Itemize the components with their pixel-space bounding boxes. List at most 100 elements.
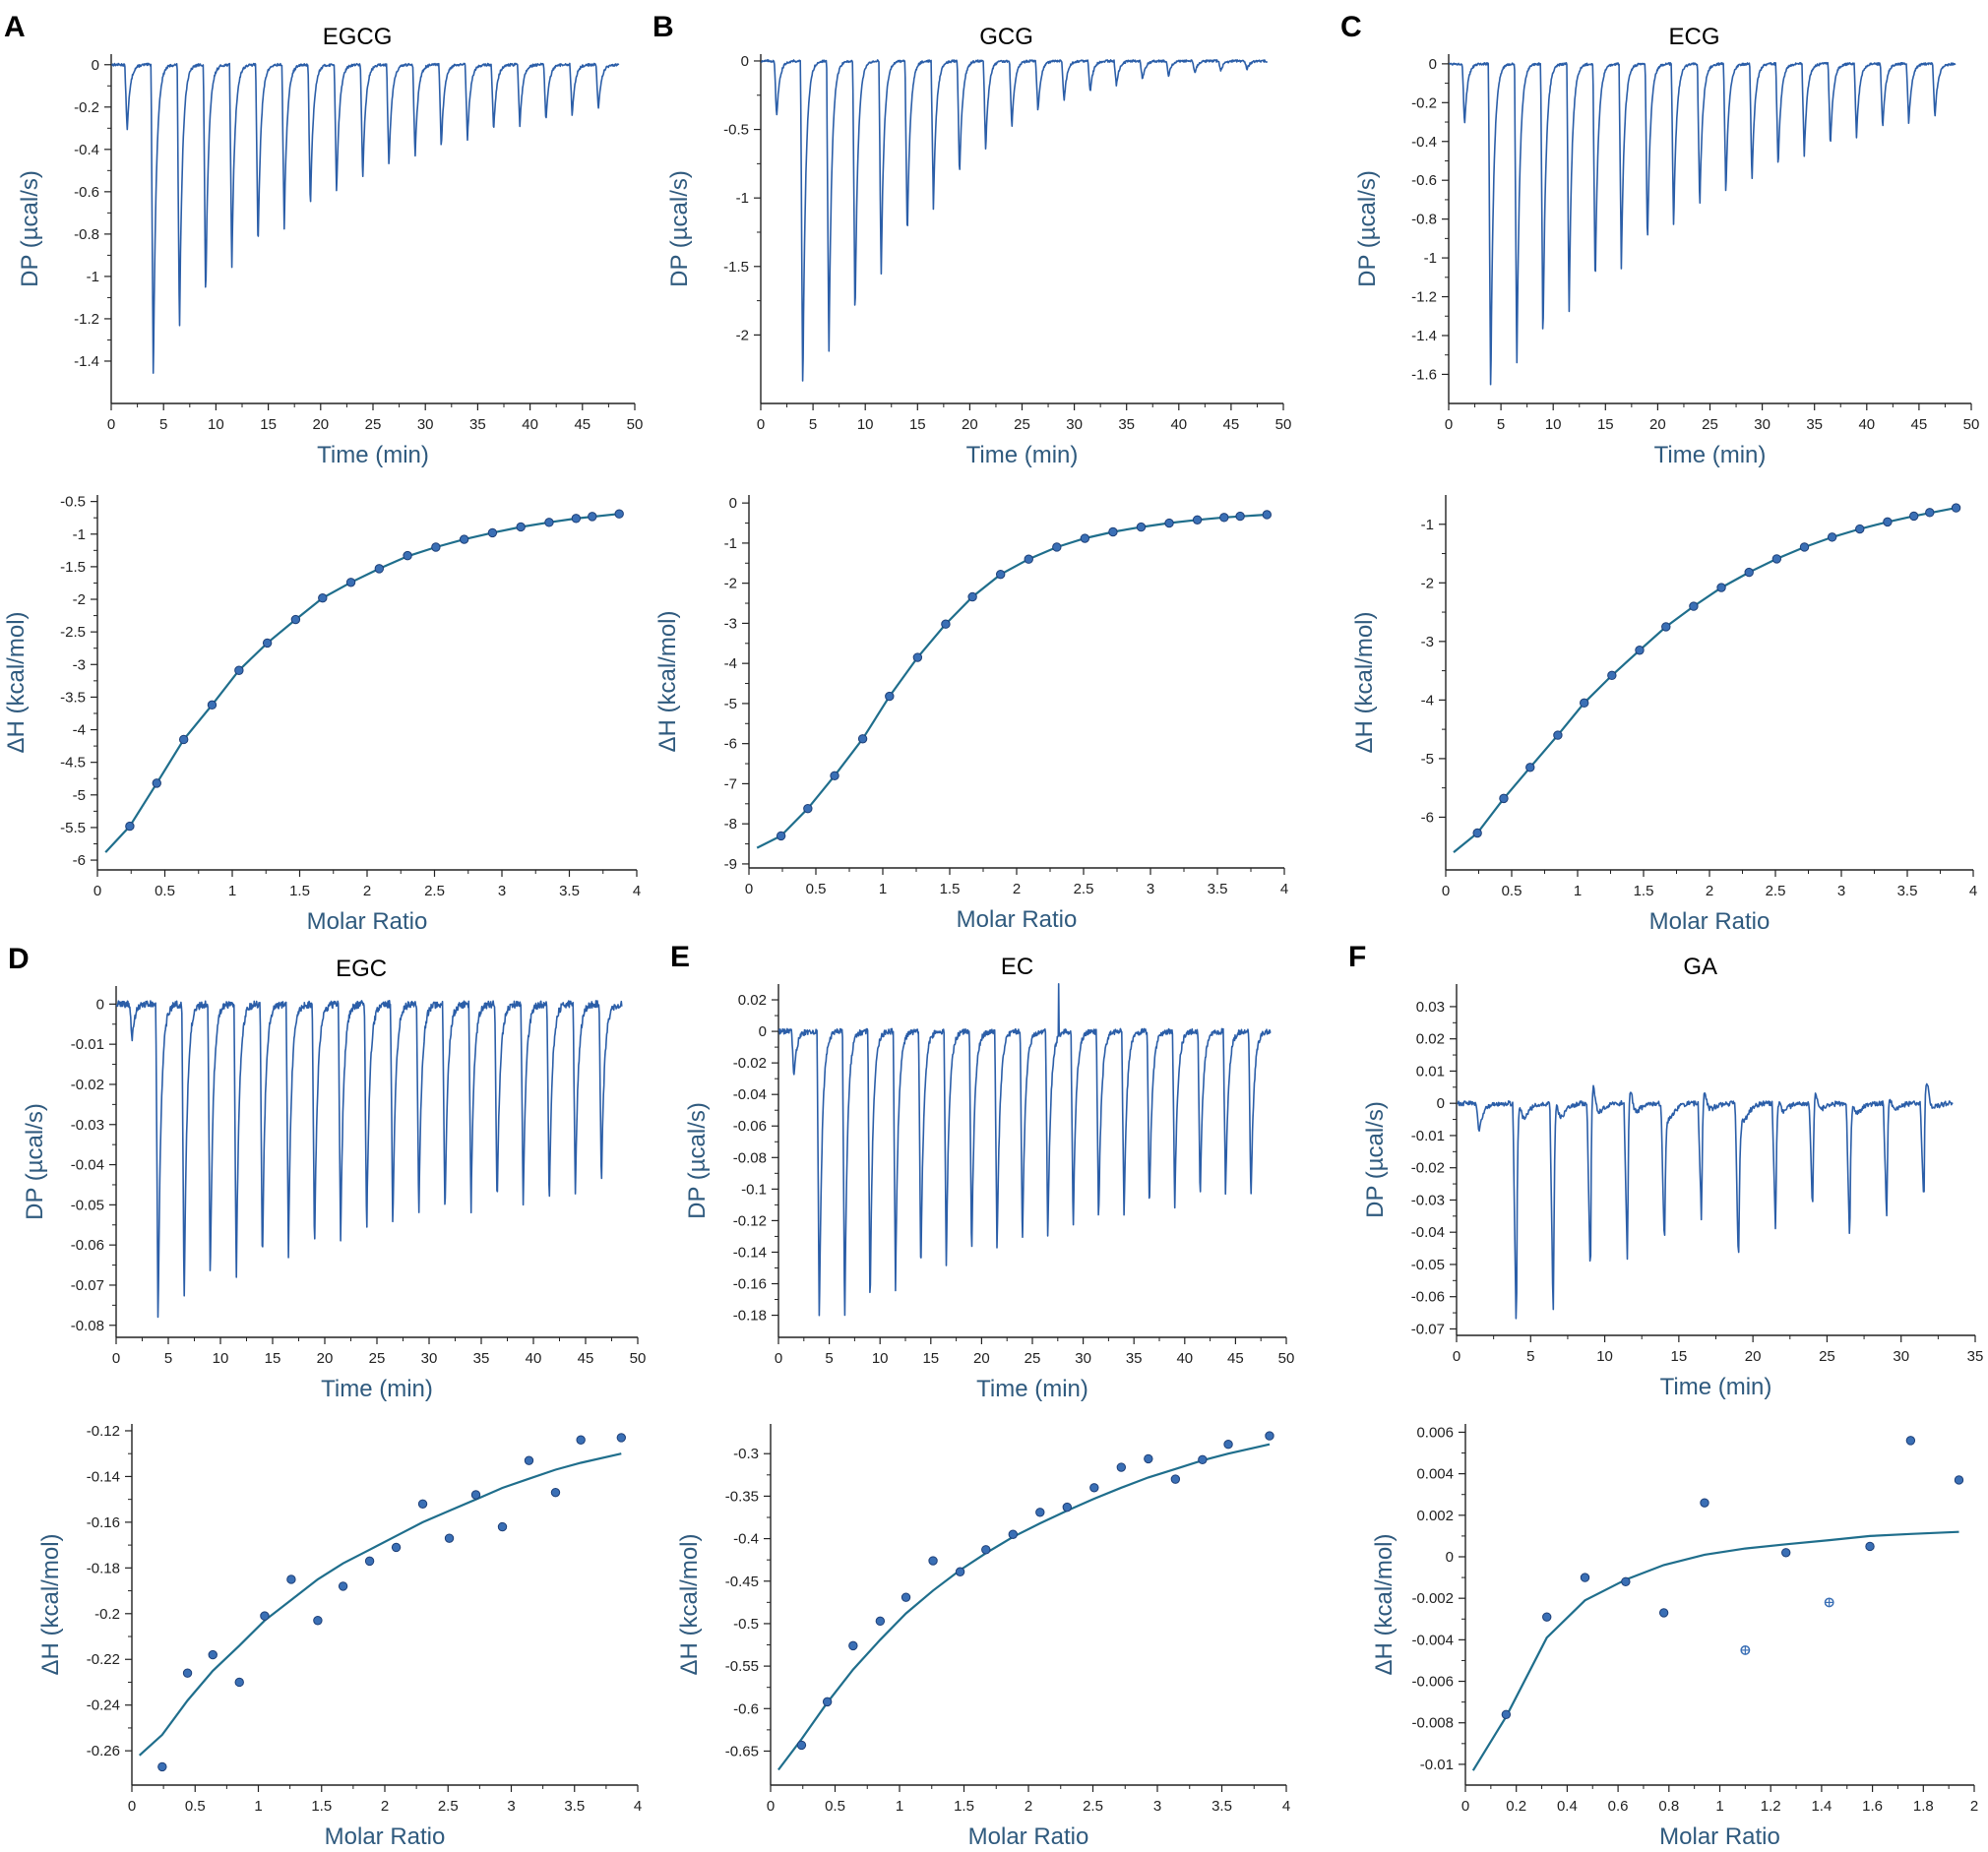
y-tick-label: -0.14 (733, 1244, 767, 1261)
x-tick-label: 0 (775, 1350, 782, 1367)
x-tick-label: 20 (962, 416, 978, 433)
x-tick-label: 3 (1837, 883, 1845, 899)
y-tick-label: -0.2 (74, 99, 99, 116)
y-axis-title: DP (µcal/s) (1354, 170, 1381, 287)
data-point (1262, 510, 1273, 520)
y-tick-label: -0.16 (733, 1276, 767, 1293)
y-tick-label: 0 (1437, 1095, 1445, 1112)
data-point (417, 1499, 428, 1509)
data-point (1827, 532, 1837, 542)
x-tick-label: 20 (312, 416, 329, 433)
x-tick-label: 45 (1227, 1350, 1244, 1367)
x-tick-label: 15 (265, 1350, 281, 1367)
data-point (857, 734, 868, 744)
x-tick-label: 0.5 (825, 1798, 845, 1815)
y-tick-label: 0.02 (738, 992, 767, 1009)
data-point (286, 1574, 296, 1584)
data-point (1865, 1541, 1875, 1552)
x-tick-label: 30 (1893, 1348, 1909, 1365)
y-tick-label: -0.5 (723, 122, 749, 139)
x-tick-label: 3 (1147, 881, 1154, 897)
x-tick-label: 15 (1671, 1348, 1688, 1365)
data-point (1580, 698, 1589, 709)
data-point (901, 1592, 911, 1602)
x-tick-label: 25 (1819, 1348, 1835, 1365)
data-point (1089, 1483, 1099, 1493)
y-tick-label: -0.03 (71, 1117, 104, 1134)
y-axis-title: ΔH (kcal/mol) (1351, 611, 1378, 753)
panel-b-dp: 0 5 10 15 20 25 30 35 40 45 50 0 -0.5 -1 -1.5 -2 Time (m… (652, 11, 1291, 468)
data-point (1635, 646, 1645, 655)
fit-curve (104, 513, 620, 853)
x-tick-label: 3 (498, 883, 506, 899)
data-point (364, 1556, 375, 1567)
y-tick-label: 0 (759, 1023, 767, 1040)
y-tick-label: -0.4 (1411, 134, 1437, 151)
data-point (1235, 511, 1245, 522)
data-point (1855, 524, 1865, 534)
x-tick-label: 30 (1066, 416, 1083, 433)
x-tick-label: 1.2 (1761, 1798, 1781, 1815)
y-tick-label: 0 (1429, 56, 1437, 73)
x-tick-label: 30 (421, 1350, 438, 1367)
y-tick-label: -3 (1421, 634, 1434, 650)
x-axis-title: Molar Ratio (307, 908, 428, 935)
y-tick-label: -1 (724, 535, 737, 552)
data-point (1164, 518, 1174, 528)
data-point (1192, 515, 1203, 525)
x-tick-label: 50 (1963, 416, 1980, 433)
data-point (830, 771, 839, 780)
x-tick-label: 40 (522, 416, 538, 433)
y-tick-label: -1 (73, 526, 86, 543)
x-tick-label: 15 (909, 416, 926, 433)
panel-title: GCG (979, 24, 1033, 50)
data-point (848, 1640, 858, 1651)
panel-e-dp: 0 5 10 15 20 25 30 35 40 45 50 0.02 0 -0.02 -0.04 -0.06… (670, 941, 1294, 1402)
data-point (1954, 1475, 1964, 1485)
data-point (234, 1677, 244, 1688)
data-point (260, 1611, 270, 1621)
data-point (967, 591, 977, 602)
data-point (1062, 1502, 1073, 1512)
y-tick-label: -0.18 (87, 1560, 120, 1576)
data-point (1621, 1576, 1631, 1586)
x-axis-title: Time (min) (317, 442, 429, 468)
x-tick-label: 10 (872, 1350, 889, 1367)
data-point (1024, 554, 1033, 564)
x-tick-label: 0.5 (185, 1798, 206, 1815)
y-tick-label: 0.01 (1416, 1063, 1445, 1080)
y-tick-label: -1 (1421, 517, 1434, 533)
y-tick-label: -0.02 (1411, 1160, 1445, 1177)
y-axis-title: DP (µcal/s) (684, 1102, 711, 1219)
data-point (995, 569, 1006, 580)
x-tick-label: 2 (1706, 883, 1713, 899)
y-tick-label: -0.22 (87, 1651, 120, 1668)
y-tick-label: -0.006 (1411, 1674, 1454, 1691)
data-point (614, 509, 624, 519)
fit-curve (138, 1452, 622, 1757)
x-tick-label: 20 (1649, 416, 1666, 433)
data-point (234, 665, 244, 675)
y-tick-label: -0.06 (71, 1237, 104, 1254)
y-tick-label: 0.004 (1416, 1466, 1454, 1483)
data-point (1080, 533, 1090, 543)
y-tick-label: -1.4 (1411, 328, 1437, 344)
y-tick-label: -0.04 (1411, 1224, 1445, 1241)
y-tick-label: 0.03 (1416, 999, 1445, 1016)
x-tick-label: 25 (369, 1350, 386, 1367)
x-tick-label: 5 (1497, 416, 1505, 433)
panel-title: EC (1001, 954, 1033, 980)
y-tick-label: -1.6 (1411, 366, 1437, 383)
y-tick-label: -0.05 (71, 1197, 104, 1213)
data-point (157, 1761, 167, 1772)
x-tick-label: 40 (1858, 416, 1875, 433)
y-axis-title: ΔH (kcal/mol) (1371, 1533, 1398, 1675)
y-tick-label: -0.08 (71, 1318, 104, 1334)
y-tick-label: -0.03 (1411, 1192, 1445, 1208)
y-tick-label: -4 (724, 655, 737, 672)
data-point (444, 1533, 455, 1543)
y-tick-label: -2 (736, 327, 749, 343)
x-tick-label: 5 (809, 416, 817, 433)
y-tick-label: -5 (724, 696, 737, 712)
y-axis-title: DP (µcal/s) (22, 1103, 48, 1220)
